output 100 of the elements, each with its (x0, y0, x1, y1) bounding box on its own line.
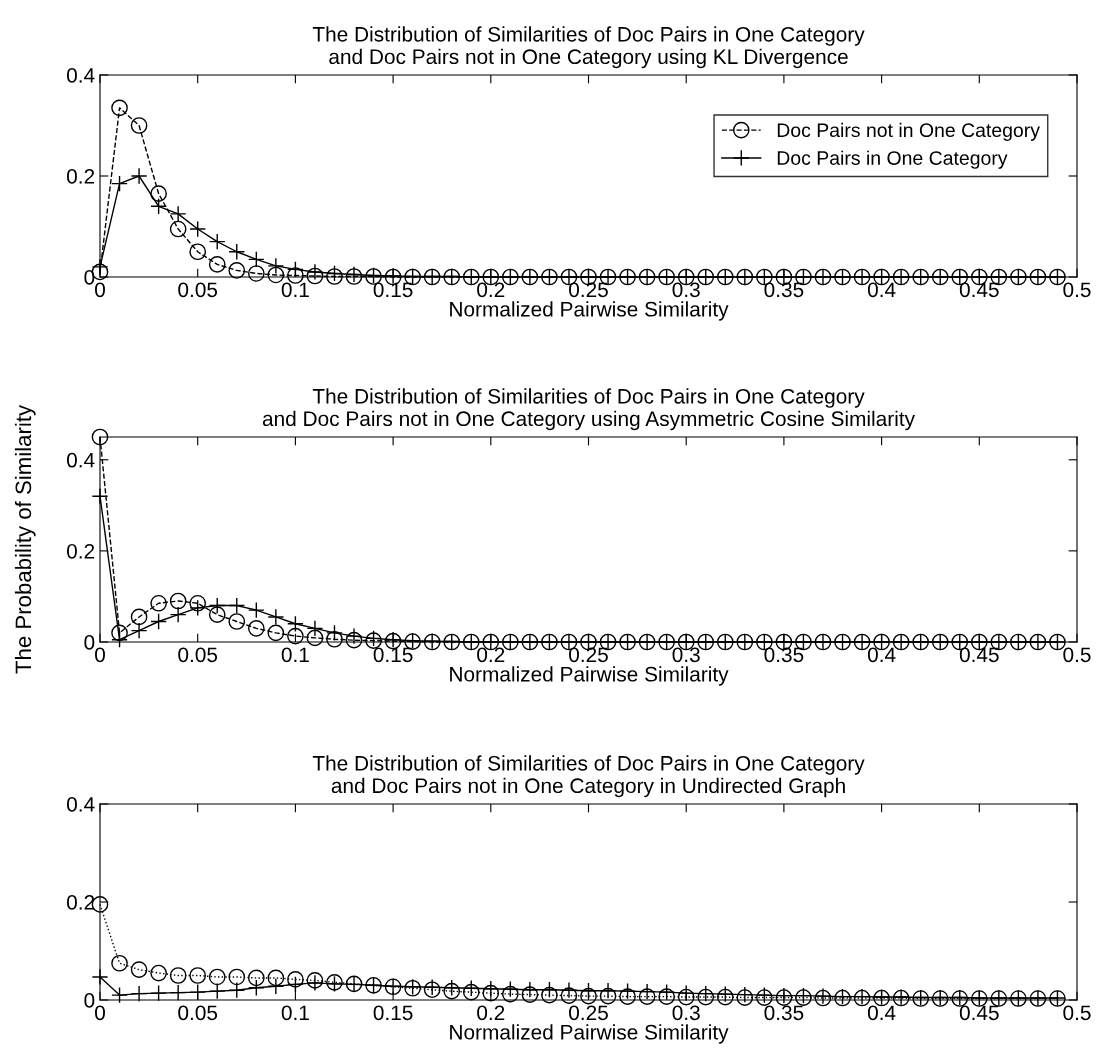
point (287, 615, 304, 633)
point (228, 613, 246, 630)
point (658, 988, 675, 1005)
x-tick-label: 0.1 (281, 282, 309, 298)
y-tick-label: 0 (84, 993, 95, 1008)
point (130, 961, 148, 978)
point (345, 631, 363, 649)
point (111, 99, 128, 117)
x-tick-label: 0.05 (178, 1005, 218, 1021)
x-tick-label: 0.1 (281, 1005, 309, 1021)
x-tick-label: 0 (95, 282, 105, 298)
point (599, 987, 617, 1005)
x-tick-label: 0.5 (1063, 282, 1091, 298)
y-tick-label: 0 (84, 635, 95, 650)
point (208, 968, 226, 986)
x-tick-label: 0.3 (672, 647, 700, 663)
point (247, 969, 265, 987)
point (150, 984, 167, 1002)
y-tick-label: 0.4 (66, 68, 95, 83)
point (287, 975, 304, 993)
x-tick-label: 0.05 (178, 647, 218, 663)
point (130, 608, 148, 626)
x-tick-label: 0.2 (477, 647, 505, 663)
point (560, 987, 578, 1004)
point (150, 197, 167, 215)
point (111, 986, 128, 1004)
x-tick-label: 0.2 (477, 1005, 505, 1021)
point (111, 954, 128, 972)
x-tick-label: 0.35 (764, 647, 804, 663)
x-tick-label: 0.5 (1063, 647, 1091, 663)
point (267, 266, 285, 284)
point (267, 624, 285, 642)
point (150, 594, 167, 612)
point (208, 256, 226, 273)
x-tick-label: 0.45 (959, 1005, 999, 1021)
y-tick-label: 0.2 (66, 169, 95, 184)
point (326, 624, 343, 642)
point (111, 175, 128, 192)
point (521, 986, 539, 1003)
point (111, 624, 128, 642)
x-tick-label: 0.45 (959, 647, 999, 663)
x-tick-label: 0.1 (281, 647, 309, 663)
point (130, 117, 148, 134)
x-tick-label: 0 (95, 647, 105, 663)
x-tick-label: 0.15 (373, 647, 413, 663)
x-tick-label: 0 (95, 1005, 105, 1021)
point (91, 428, 109, 446)
x-tick-label: 0.25 (569, 282, 608, 298)
point (150, 964, 167, 982)
point (150, 185, 167, 203)
x-tick-label: 0.4 (867, 282, 896, 298)
x-tick-label: 0.2 (477, 282, 505, 298)
point (228, 262, 246, 279)
point (502, 985, 519, 1003)
legend-label: Doc Pairs not in One Category (777, 122, 1040, 141)
chart-title: The Distribution of Similarities of Doc Pairs in One Category and Doc Pairs not in One Category using KL Divergence (312, 26, 865, 69)
point (541, 986, 558, 1004)
x-tick-label: 0.3 (672, 282, 700, 298)
x-tick-label: 0.05 (178, 282, 218, 298)
y-tick-label: 0.4 (66, 797, 95, 812)
y-axis-title: The Probability of Similarity (14, 404, 36, 674)
x-tick-label: 0.3 (672, 1005, 700, 1021)
point (189, 967, 207, 984)
chart-title: The Distribution of Similarities of Doc Pairs in One Category and Doc Pairs not in One Category in Undirected Graph (312, 755, 865, 798)
x-tick-label: 0.4 (867, 1005, 896, 1021)
point (326, 630, 343, 648)
point (619, 988, 636, 1005)
point (169, 592, 187, 610)
x-axis-title: Normalized Pairwise Similarity (450, 1024, 729, 1044)
point (247, 619, 265, 637)
point (462, 983, 480, 1001)
point (306, 629, 324, 647)
point (482, 984, 500, 1002)
x-tick-label: 0.15 (373, 1005, 413, 1021)
y-tick-label: 0.4 (66, 452, 95, 468)
point (111, 631, 128, 649)
x-tick-label: 0.45 (959, 282, 999, 298)
x-tick-label: 0.25 (569, 647, 608, 663)
point (267, 969, 285, 987)
point (169, 967, 187, 984)
y-tick-label: 0 (84, 270, 95, 285)
y-tick-label: 0.2 (66, 543, 95, 559)
point (677, 988, 695, 1006)
point (697, 988, 715, 1006)
point (638, 988, 656, 1005)
point (287, 627, 304, 645)
x-tick-label: 0.35 (764, 1005, 804, 1021)
point (169, 220, 187, 238)
point (287, 971, 304, 988)
legend-label: Doc Pairs in One Category (777, 150, 1008, 169)
x-tick-label: 0.25 (569, 1005, 608, 1021)
x-tick-label: 0.35 (764, 282, 804, 298)
point (228, 968, 246, 986)
point (150, 613, 167, 630)
point (208, 606, 226, 624)
x-axis-title: Normalized Pairwise Similarity (450, 666, 729, 686)
point (247, 265, 265, 282)
x-tick-label: 0.15 (373, 282, 413, 298)
point (619, 982, 636, 1000)
point (580, 987, 597, 1005)
